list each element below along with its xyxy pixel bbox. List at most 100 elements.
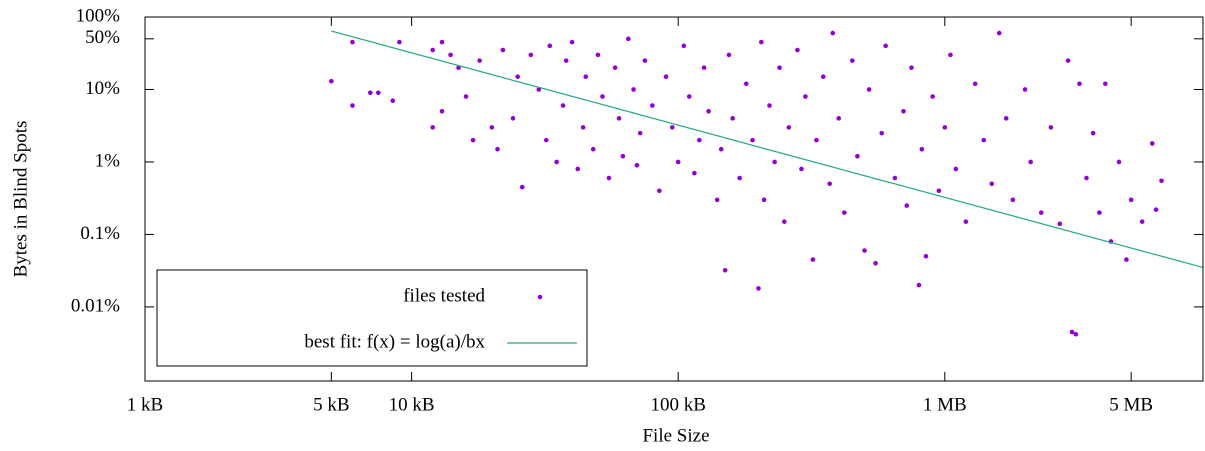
data-point [948,52,953,58]
legend-label: best fit: f(x) = log(a)/bx [304,331,485,352]
plot-frame [144,16,1204,382]
data-point [563,58,569,63]
data-point [631,87,636,92]
data-point [620,153,626,159]
data-point [510,116,516,121]
data-point [1065,58,1071,63]
data-point [1022,87,1028,92]
data-point [726,52,732,58]
legend-marker [537,294,543,300]
data-point [781,219,787,224]
data-point [1010,197,1016,203]
data-point [879,130,885,136]
data-point [439,108,445,114]
data-point [430,47,436,53]
y-tick-label: 0.01% [71,295,120,316]
data-point [706,108,711,114]
data-point [901,108,906,114]
data-point [495,146,500,152]
data-point [850,58,855,63]
data-point [866,87,872,92]
data-point [368,90,373,96]
data-point [1073,331,1079,337]
data-point [663,74,669,80]
data-point [737,175,742,181]
data-point [827,181,832,187]
data-point [595,52,601,58]
y-tick-label: 1% [95,150,121,171]
data-point [759,39,764,45]
data-point [637,130,643,136]
data-point [519,184,525,190]
data-point [855,153,860,159]
data-point [375,90,381,96]
data-point [1069,329,1075,335]
data-point [904,203,910,208]
data-point [1084,175,1089,181]
data-point [1077,81,1082,87]
data-point [439,39,445,45]
data-point [892,175,898,181]
data-point [686,94,692,99]
fit-line [331,30,1203,269]
data-point [547,43,553,49]
data-point [799,166,804,172]
data-point [612,65,618,70]
data-point [814,137,819,143]
plot-area [329,30,1203,337]
data-point [626,36,631,42]
data-point [786,125,792,130]
data-point [756,286,761,291]
data-point [1048,125,1054,130]
data-point [820,74,826,80]
data-point [606,175,612,181]
data-point [528,52,534,58]
data-point [515,74,520,80]
x-axis-label: File Size [642,425,709,446]
legend-box [156,269,588,367]
data-point [697,137,702,143]
data-point [862,248,867,253]
data-point [463,94,469,99]
data-point [1139,219,1145,224]
data-point [1128,197,1134,203]
data-point [489,125,495,130]
data-point [777,65,782,70]
data-point [448,52,453,58]
x-tick-label: 5 kB [313,394,349,415]
data-point [600,94,605,99]
data-point [1057,221,1063,227]
data-point [657,188,662,194]
data-point [942,125,948,130]
data-point [996,30,1002,36]
data-point [536,87,542,92]
data-point [1003,116,1009,121]
data-point [772,159,777,165]
y-tick-label: 50% [85,27,120,48]
data-point [634,162,640,168]
y-axis-label: Bytes in Blind Spots [10,121,31,278]
data-point [554,159,559,165]
y-tick-label: 10% [85,78,120,99]
data-point [1153,207,1159,212]
legend-label: files tested [403,285,485,306]
data-point [767,103,772,108]
data-point [930,94,935,99]
data-point [397,39,402,45]
data-point [883,43,888,49]
data-point [981,137,987,143]
data-point [430,125,436,130]
data-point [1103,81,1108,87]
data-point [936,188,942,194]
data-point [919,146,925,152]
data-point [616,116,622,121]
data-point [669,125,675,130]
data-point [681,43,687,49]
data-point [722,267,728,273]
data-point [830,30,836,36]
data-point [1028,159,1034,165]
data-point [1159,178,1164,184]
data-point [842,210,847,215]
x-tick-label: 10 kB [389,394,435,415]
data-point [590,146,596,152]
